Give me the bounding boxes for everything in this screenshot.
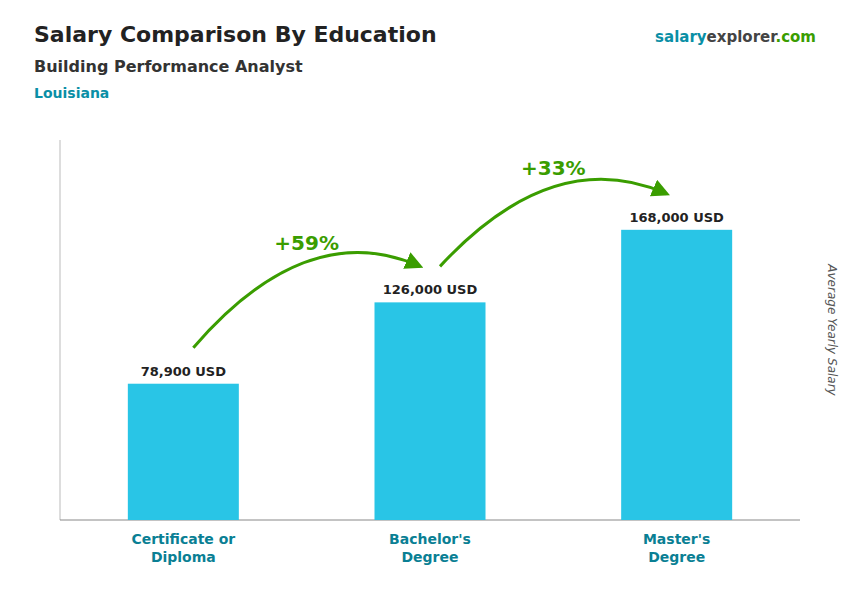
x-tick-label-line: Degree — [401, 549, 458, 565]
x-tick-label-line: Diploma — [151, 549, 216, 565]
x-tick-label-line: Degree — [648, 549, 705, 565]
title: Salary Comparison By Education — [34, 22, 437, 47]
arrow — [193, 253, 420, 348]
watermark-part: .com — [775, 28, 816, 46]
subtitle: Building Performance Analyst — [34, 57, 303, 76]
chart-svg: Salary Comparison By Education Building P… — [0, 0, 850, 606]
bar — [621, 230, 732, 520]
data-label: 78,900 USD — [141, 364, 227, 379]
x-tick-label: Bachelor's Degree — [389, 531, 471, 565]
y-label: Average Yearly Salary — [825, 263, 839, 396]
watermark-part: salary — [655, 28, 707, 46]
bars — [128, 230, 732, 520]
bar — [128, 384, 239, 520]
x-tick-label: Master's Degree — [643, 531, 710, 565]
x-tick-label-line: Master's — [643, 531, 710, 547]
arrow — [440, 179, 667, 266]
data-label: 126,000 USD — [383, 282, 478, 297]
location: Louisiana — [34, 85, 109, 101]
watermark: salaryexplorer.com — [655, 28, 816, 46]
x-tick-label: Certificate or Diploma — [131, 531, 235, 565]
chart-container: Salary Comparison By Education Building P… — [0, 0, 850, 606]
annotation: +33% — [521, 156, 586, 180]
x-tick-label-line: Bachelor's — [389, 531, 471, 547]
y-axis-line — [60, 140, 61, 520]
bar — [375, 302, 486, 520]
annotation: +59% — [274, 231, 339, 255]
watermark-part: explorer — [707, 28, 779, 46]
x-tick-label-line: Certificate or — [131, 531, 235, 547]
data-label: 168,000 USD — [629, 210, 724, 225]
